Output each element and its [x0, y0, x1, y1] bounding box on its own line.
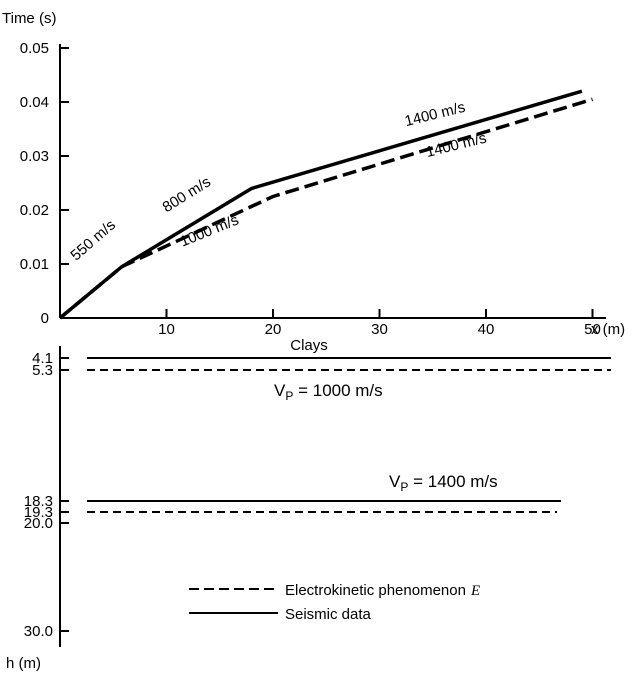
depth-tick-label: 20.0 — [24, 515, 53, 532]
time-axis-label: Time (s) — [2, 10, 56, 27]
layer-label-1400: VP = 1400 m/s — [389, 472, 498, 494]
depth-axis-ticks: 4.15.3 18.319.320.0 30.0 — [24, 350, 69, 640]
electrokinetic-curve — [58, 97, 594, 320]
distance-axis-ticks: 10 20 30 40 50 — [158, 309, 601, 338]
layer-label-1000: VP = 1000 m/s — [274, 381, 383, 403]
velocity-label: 550 m/s — [67, 216, 118, 264]
velocity-label: 1400 m/s — [403, 99, 467, 130]
x-tick-label: 30 — [371, 321, 388, 338]
depth-tick-label: 18.3 — [24, 493, 53, 510]
depth-axis-label: h (m) — [6, 655, 41, 672]
depth-tick-label: 19.3 — [24, 504, 53, 521]
legend-electrokinetic-label: Electrokinetic phenomenon E — [285, 582, 480, 599]
time-plot: Time (s) 0 0.01 0.02 0.03 0.04 0.05 10 20 30 40 5… — [2, 10, 625, 338]
distance-axis-label: x (m) — [591, 321, 625, 338]
depth-tick-label: 30.0 — [24, 623, 53, 640]
x-tick-label: 50 — [584, 321, 601, 338]
velocity-label: 1000 m/s — [178, 212, 242, 251]
y-tick-label: 0.04 — [20, 94, 49, 111]
y-tick-label: 0.02 — [20, 202, 49, 219]
travel-time-series — [58, 89, 594, 320]
x-tick-label: 10 — [158, 321, 175, 338]
y-tick-label: 0.03 — [20, 148, 49, 165]
y-tick-label: 0.05 — [20, 40, 49, 57]
velocity-label: 800 m/s — [160, 173, 214, 216]
legend: Electrokinetic phenomenon E Seismic data — [189, 582, 480, 623]
x-tick-label: 20 — [265, 321, 282, 338]
layer-label-clays: Clays — [290, 337, 328, 354]
y-tick-label: 0 — [41, 310, 49, 327]
y-tick-label: 0.01 — [20, 256, 49, 273]
time-axis-ticks: 0 0.01 0.02 0.03 0.04 0.05 — [20, 40, 69, 327]
depth-tick-label: 4.1 — [32, 350, 53, 367]
legend-seismic-label: Seismic data — [285, 606, 372, 623]
x-tick-label: 40 — [478, 321, 495, 338]
depth-plot: 4.15.3 18.319.320.0 30.0 h (m) Clays VP = … — [6, 337, 611, 672]
depth-tick-label: 5.3 — [32, 362, 53, 379]
